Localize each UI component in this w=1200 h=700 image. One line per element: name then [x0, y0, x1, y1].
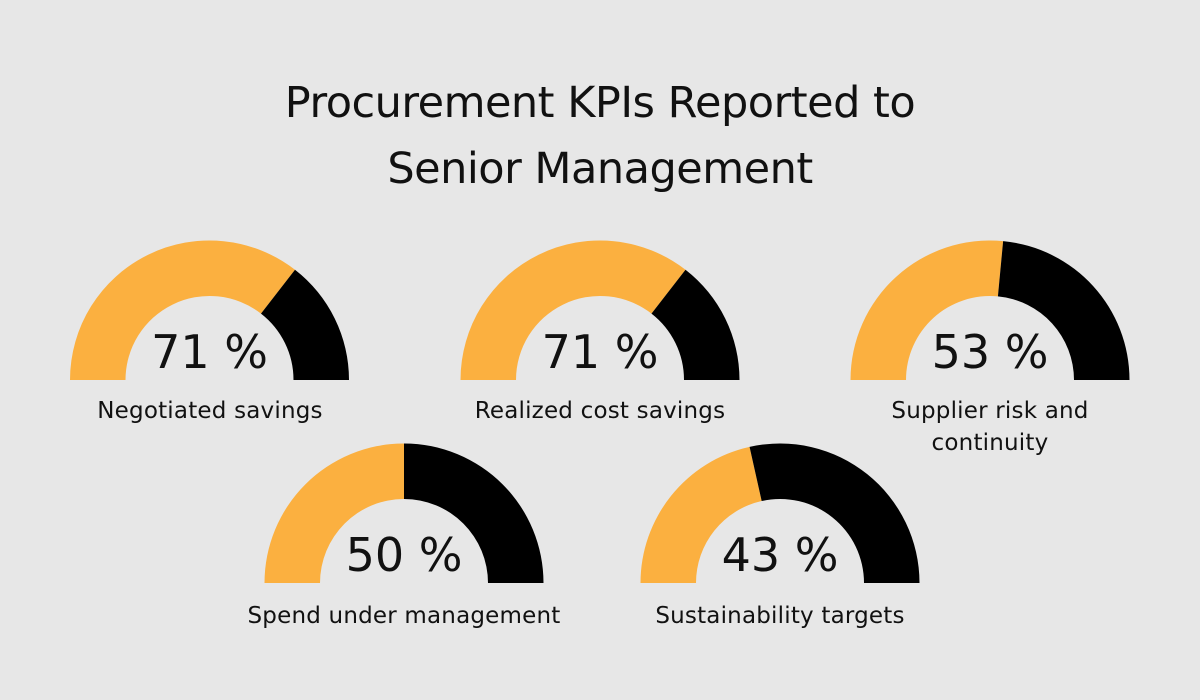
- title-line-2: Senior Management: [387, 144, 813, 194]
- gauge-filled-arc: [850, 240, 1004, 380]
- gauge-remainder-arc: [651, 269, 740, 380]
- gauge-label-supplier-risk: Supplier risk and continuity: [891, 398, 1089, 456]
- gauge-supplier-risk: 53 %: [850, 240, 1130, 380]
- gauge-filled-arc: [460, 240, 686, 380]
- gauge-remainder-arc: [404, 443, 544, 583]
- gauge-label-spend-under-management: Spend under management: [247, 603, 561, 629]
- gauge-filled-arc: [640, 446, 762, 583]
- gauge-realized-cost-savings: 71 %: [460, 240, 740, 380]
- gauge-value: 43 %: [722, 528, 839, 582]
- gauge-negotiated-savings: 71 %: [70, 240, 349, 380]
- gauge-filled-arc: [70, 240, 296, 380]
- title-line-1: Procurement KPIs Reported to: [284, 78, 916, 128]
- gauge-label-sustainability-targets: Sustainability targets: [655, 603, 905, 629]
- gauge-remainder-arc: [260, 269, 349, 380]
- gauge-sustainability-targets: 43 %: [640, 443, 920, 583]
- gauge-label-negotiated-savings: Negotiated savings: [97, 398, 323, 424]
- gauge-spend-under-management: 50 %: [264, 443, 544, 583]
- gauge-remainder-arc: [997, 241, 1130, 380]
- gauge-value: 53 %: [932, 325, 1049, 379]
- gauge-value: 71 %: [151, 325, 268, 379]
- chart-title: Procurement KPIs Reported to Senior Mana…: [0, 70, 1200, 202]
- gauge-filled-arc: [264, 443, 404, 583]
- gauge-value: 71 %: [542, 325, 659, 379]
- gauge-remainder-arc: [749, 443, 920, 583]
- gauge-value: 50 %: [346, 528, 463, 582]
- gauge-label-realized-cost-savings: Realized cost savings: [474, 398, 726, 424]
